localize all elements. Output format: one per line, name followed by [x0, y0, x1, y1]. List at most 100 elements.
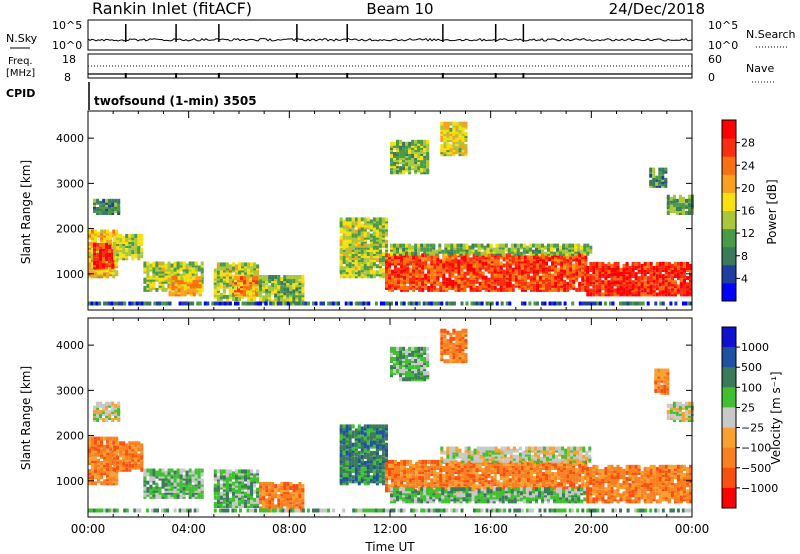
heatmap-cell — [522, 249, 526, 254]
heatmap-cell — [686, 282, 689, 287]
heatmap-cell — [140, 455, 144, 460]
heatmap-cell — [483, 245, 487, 250]
heatmap-cell — [640, 274, 644, 279]
heatmap-cell — [580, 245, 584, 250]
heatmap-cell — [505, 267, 509, 272]
heatmap-cell — [421, 279, 425, 284]
heatmap-cell — [444, 243, 448, 248]
heatmap-cell — [93, 301, 96, 306]
heatmap-cell — [351, 459, 355, 463]
heatmap-cell — [179, 480, 183, 485]
heatmap-cell — [381, 272, 385, 277]
heatmap-cell — [399, 150, 403, 154]
heatmap-cell — [289, 482, 293, 486]
heatmap-cell — [454, 275, 458, 280]
heatmap-cell — [140, 467, 144, 472]
heatmap-cell — [363, 454, 367, 459]
heatmap-cell — [473, 301, 476, 306]
heatmap-cell — [182, 267, 186, 272]
heatmap-cell — [259, 301, 263, 306]
heatmap-cell — [103, 436, 107, 441]
heatmap-cell — [502, 269, 506, 274]
heatmap-cell — [550, 243, 554, 248]
heatmap-cell — [688, 194, 691, 199]
heatmap-cell — [348, 264, 352, 269]
heatmap-cell — [566, 281, 570, 286]
heatmap-cell — [128, 233, 132, 238]
heatmap-cell — [369, 233, 373, 238]
heatmap-cell — [103, 237, 107, 242]
noise-right-tick-bottom: 10^0 — [708, 39, 738, 52]
heatmap-cell — [403, 261, 407, 266]
heatmap-cell — [111, 249, 115, 253]
heatmap-cell — [661, 167, 665, 172]
heatmap-cell — [400, 269, 404, 274]
heatmap-cell — [188, 273, 192, 278]
heatmap-cell — [277, 498, 281, 503]
heatmap-cell — [616, 280, 620, 285]
heatmap-cell — [565, 247, 569, 252]
heatmap-cell — [222, 294, 226, 299]
heatmap-cell — [146, 492, 150, 497]
heatmap-cell — [192, 288, 196, 293]
heatmap-cell — [466, 267, 470, 272]
heatmap-cell — [88, 459, 91, 463]
heatmap-cell — [408, 247, 412, 252]
heatmap-cell — [385, 269, 388, 274]
heatmap-cell — [289, 492, 293, 497]
heatmap-cell — [280, 482, 284, 486]
heatmap-cell — [400, 257, 404, 262]
heatmap-cell — [388, 279, 391, 284]
heatmap-cell — [430, 259, 434, 264]
heatmap-cell — [225, 262, 229, 267]
heatmap-cell — [88, 469, 91, 474]
heatmap-cell — [520, 269, 524, 274]
colorbar-tick-label: 4 — [741, 272, 748, 285]
heatmap-cell — [339, 258, 343, 263]
heatmap-cell — [393, 156, 396, 161]
heatmap-cell — [586, 243, 590, 248]
heatmap-cell — [379, 301, 383, 306]
heatmap-cell — [619, 301, 622, 306]
heatmap-cell — [517, 261, 521, 266]
heatmap-cell — [520, 281, 524, 286]
heatmap-cell — [399, 243, 403, 248]
heatmap-cell — [411, 143, 415, 148]
heatmap-cell — [283, 291, 287, 296]
heatmap-cell — [168, 284, 172, 289]
heatmap-cell — [381, 262, 385, 267]
heatmap-cell — [589, 282, 593, 287]
freq-label-1: Freq. — [8, 56, 33, 67]
heatmap-cell — [250, 493, 254, 498]
heatmap-cell — [399, 154, 403, 158]
heatmap-cell — [601, 272, 605, 277]
heatmap-cell — [88, 442, 91, 447]
heatmap-cell — [113, 246, 117, 251]
heatmap-cell — [179, 273, 183, 278]
heatmap-cell — [292, 301, 296, 306]
heatmap-cell — [578, 261, 582, 266]
heatmap-cell — [177, 282, 181, 287]
heatmap-cell — [498, 249, 502, 254]
heatmap-cell — [559, 245, 563, 250]
heatmap-cell — [430, 301, 434, 306]
colorbar-segment — [722, 282, 736, 302]
heatmap-cell — [403, 285, 407, 290]
heatmap-cell — [277, 289, 281, 294]
heatmap-cell — [619, 268, 623, 272]
heatmap-cell — [176, 261, 180, 266]
heatmap-cell — [213, 495, 217, 500]
heatmap-cell — [173, 480, 177, 485]
heatmap-cell — [625, 261, 629, 266]
heatmap-cell — [180, 286, 184, 291]
heatmap-cell — [235, 264, 238, 269]
heatmap-cell — [481, 265, 485, 270]
colorbar-tick-label: 20 — [741, 182, 755, 195]
heatmap-cell — [351, 274, 355, 279]
heatmap-cell — [550, 247, 554, 252]
heatmap-cell — [191, 267, 195, 272]
heatmap-cell — [195, 278, 199, 283]
heatmap-cell — [625, 272, 629, 277]
heatmap-cell — [523, 275, 527, 280]
heatmap-cell — [265, 285, 269, 290]
